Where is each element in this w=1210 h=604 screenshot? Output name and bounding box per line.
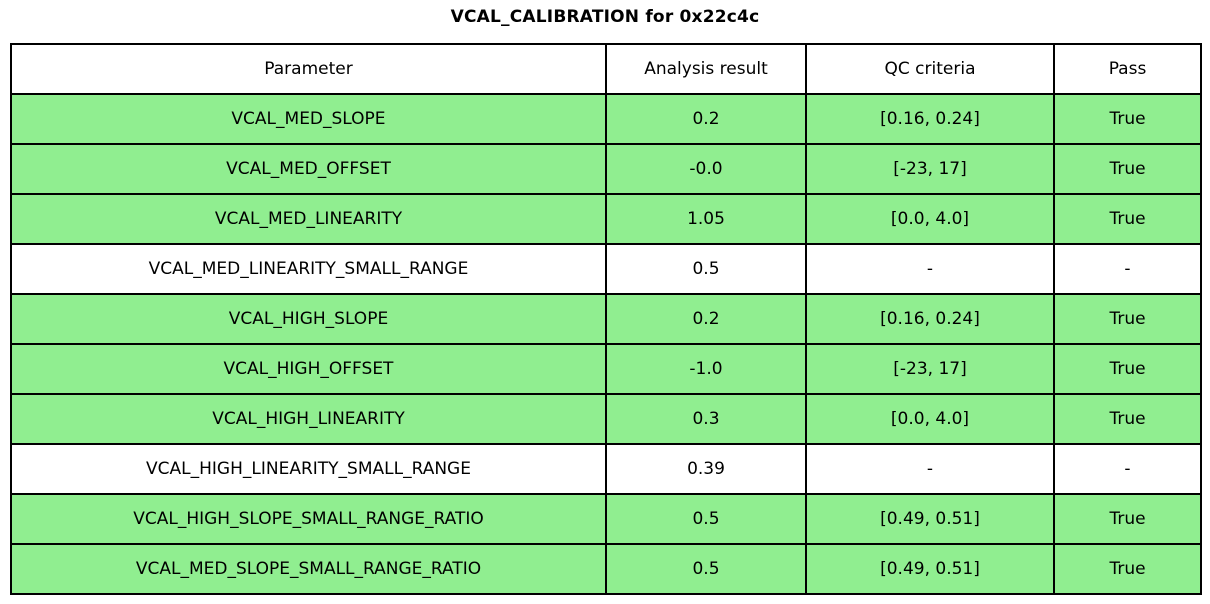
table-row: VCAL_HIGH_LINEARITY 0.3 [0.0, 4.0] True [10, 393, 1202, 445]
pass-cell: True [1053, 543, 1202, 595]
result-cell: 1.05 [605, 193, 807, 245]
parameter-cell: VCAL_HIGH_SLOPE [10, 293, 607, 345]
pass-cell: True [1053, 493, 1202, 545]
qc-cell: [0.16, 0.24] [805, 93, 1055, 145]
table-row: VCAL_MED_SLOPE 0.2 [0.16, 0.24] True [10, 93, 1202, 145]
table-row: VCAL_HIGH_LINEARITY_SMALL_RANGE 0.39 - - [10, 443, 1202, 495]
result-cell: 0.5 [605, 493, 807, 545]
parameter-cell: VCAL_MED_SLOPE_SMALL_RANGE_RATIO [10, 543, 607, 595]
column-header-parameter: Parameter [10, 43, 607, 95]
table-row: VCAL_MED_LINEARITY_SMALL_RANGE 0.5 - - [10, 243, 1202, 295]
result-cell: 0.39 [605, 443, 807, 495]
result-cell: -0.0 [605, 143, 807, 195]
qc-cell: [-23, 17] [805, 343, 1055, 395]
table-row: VCAL_MED_OFFSET -0.0 [-23, 17] True [10, 143, 1202, 195]
qc-cell: [0.0, 4.0] [805, 393, 1055, 445]
qc-cell: - [805, 243, 1055, 295]
table-row: VCAL_HIGH_SLOPE_SMALL_RANGE_RATIO 0.5 [0… [10, 493, 1202, 545]
parameter-cell: VCAL_HIGH_LINEARITY [10, 393, 607, 445]
qc-cell: [0.49, 0.51] [805, 543, 1055, 595]
pass-cell: True [1053, 293, 1202, 345]
column-header-qc-criteria: QC criteria [805, 43, 1055, 95]
result-cell: 0.2 [605, 293, 807, 345]
qc-cell: [0.16, 0.24] [805, 293, 1055, 345]
result-cell: -1.0 [605, 343, 807, 395]
result-cell: 0.5 [605, 543, 807, 595]
pass-cell: - [1053, 443, 1202, 495]
qc-cell: - [805, 443, 1055, 495]
parameter-cell: VCAL_MED_OFFSET [10, 143, 607, 195]
table-row: VCAL_HIGH_OFFSET -1.0 [-23, 17] True [10, 343, 1202, 395]
result-cell: 0.2 [605, 93, 807, 145]
table-row: VCAL_MED_LINEARITY 1.05 [0.0, 4.0] True [10, 193, 1202, 245]
pass-cell: True [1053, 393, 1202, 445]
header-row: Parameter Analysis result QC criteria Pa… [10, 43, 1202, 95]
pass-cell: - [1053, 243, 1202, 295]
table-row: VCAL_HIGH_SLOPE 0.2 [0.16, 0.24] True [10, 293, 1202, 345]
result-cell: 0.3 [605, 393, 807, 445]
pass-cell: True [1053, 193, 1202, 245]
qc-cell: [0.0, 4.0] [805, 193, 1055, 245]
parameter-cell: VCAL_MED_LINEARITY_SMALL_RANGE [10, 243, 607, 295]
parameter-cell: VCAL_MED_SLOPE [10, 93, 607, 145]
parameter-cell: VCAL_HIGH_LINEARITY_SMALL_RANGE [10, 443, 607, 495]
parameter-cell: VCAL_HIGH_SLOPE_SMALL_RANGE_RATIO [10, 493, 607, 545]
qc-cell: [-23, 17] [805, 143, 1055, 195]
table-row: VCAL_MED_SLOPE_SMALL_RANGE_RATIO 0.5 [0.… [10, 543, 1202, 595]
result-cell: 0.5 [605, 243, 807, 295]
pass-cell: True [1053, 343, 1202, 395]
figure-title: VCAL_CALIBRATION for 0x22c4c [450, 7, 760, 27]
parameter-cell: VCAL_MED_LINEARITY [10, 193, 607, 245]
pass-cell: True [1053, 143, 1202, 195]
column-header-analysis-result: Analysis result [605, 43, 807, 95]
qc-results-table: Parameter Analysis result QC criteria Pa… [10, 43, 1202, 595]
pass-cell: True [1053, 93, 1202, 145]
column-header-pass: Pass [1053, 43, 1202, 95]
qc-cell: [0.49, 0.51] [805, 493, 1055, 545]
parameter-cell: VCAL_HIGH_OFFSET [10, 343, 607, 395]
